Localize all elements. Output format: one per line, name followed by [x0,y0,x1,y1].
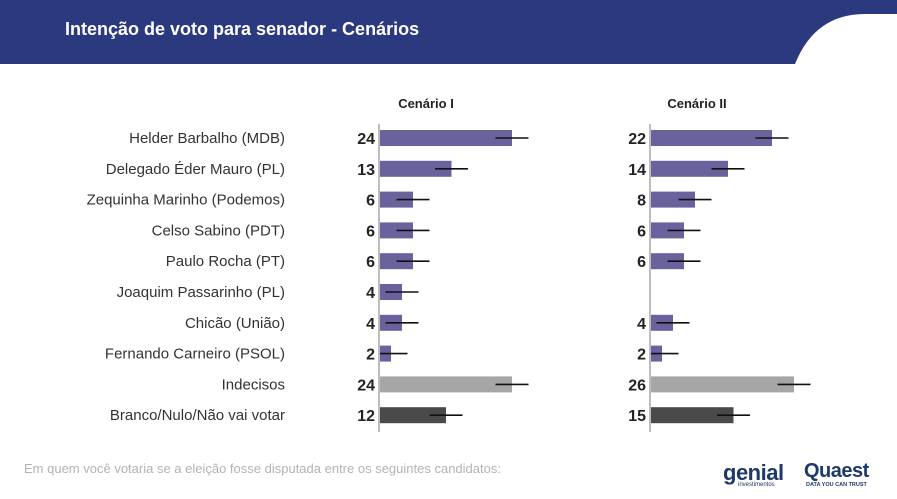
category-label: Chicão (União) [185,315,285,332]
data-label: 24 [357,377,375,394]
logos: genial investimentos Quaest DATA YOU CAN… [720,458,890,494]
genial-logo-subtitle: investimentos [738,482,775,488]
category-label: Helder Barbalho (MDB) [129,130,285,147]
series-header: Cenário II [667,96,726,111]
header-banner: Intenção de voto para senador - Cenários [0,0,897,64]
series-header: Cenário I [398,96,454,111]
category-label: Indecisos [222,376,285,393]
bar [380,160,452,177]
header-background [0,0,897,64]
data-label: 6 [366,193,375,210]
bar [380,407,446,424]
category-label: Zequinha Marinho (Podemos) [87,192,285,209]
category-label: Fernando Carneiro (PSOL) [105,346,285,363]
category-label: Joaquim Passarinho (PL) [117,284,285,301]
bar [651,376,794,393]
category-label: Delegado Éder Mauro (PL) [106,161,285,178]
footnote: Em quem você votaria se a eleição fosse … [24,461,501,476]
quaest-logo-subtitle: DATA YOU CAN TRUST [806,482,867,488]
genial-logo: genial [723,460,784,485]
data-label: 4 [637,316,646,333]
data-label: 4 [366,285,375,302]
category-label: Branco/Nulo/Não vai votar [110,407,285,424]
data-label: 24 [357,131,375,148]
quaest-logo: Quaest [804,460,869,482]
data-label: 13 [357,162,375,179]
data-label: 22 [628,131,646,148]
category-label: Paulo Rocha (PT) [166,253,285,270]
category-label: Celso Sabino (PDT) [152,222,285,239]
data-label: 12 [357,408,375,425]
data-label: 6 [637,254,646,271]
bar [651,407,734,424]
data-label: 6 [366,254,375,271]
page-title: Intenção de voto para senador - Cenários [65,19,420,39]
bar [651,160,728,177]
data-label: 6 [637,223,646,240]
bar [380,376,512,393]
data-label: 8 [637,193,646,210]
data-label: 14 [628,162,646,179]
data-label: 6 [366,223,375,240]
data-label: 4 [366,316,375,333]
bar [651,130,772,146]
data-label: 26 [628,377,646,394]
data-label: 2 [366,347,375,364]
bar [651,191,695,208]
data-label: 2 [637,347,646,364]
bar [380,130,512,146]
data-label: 15 [628,408,646,425]
